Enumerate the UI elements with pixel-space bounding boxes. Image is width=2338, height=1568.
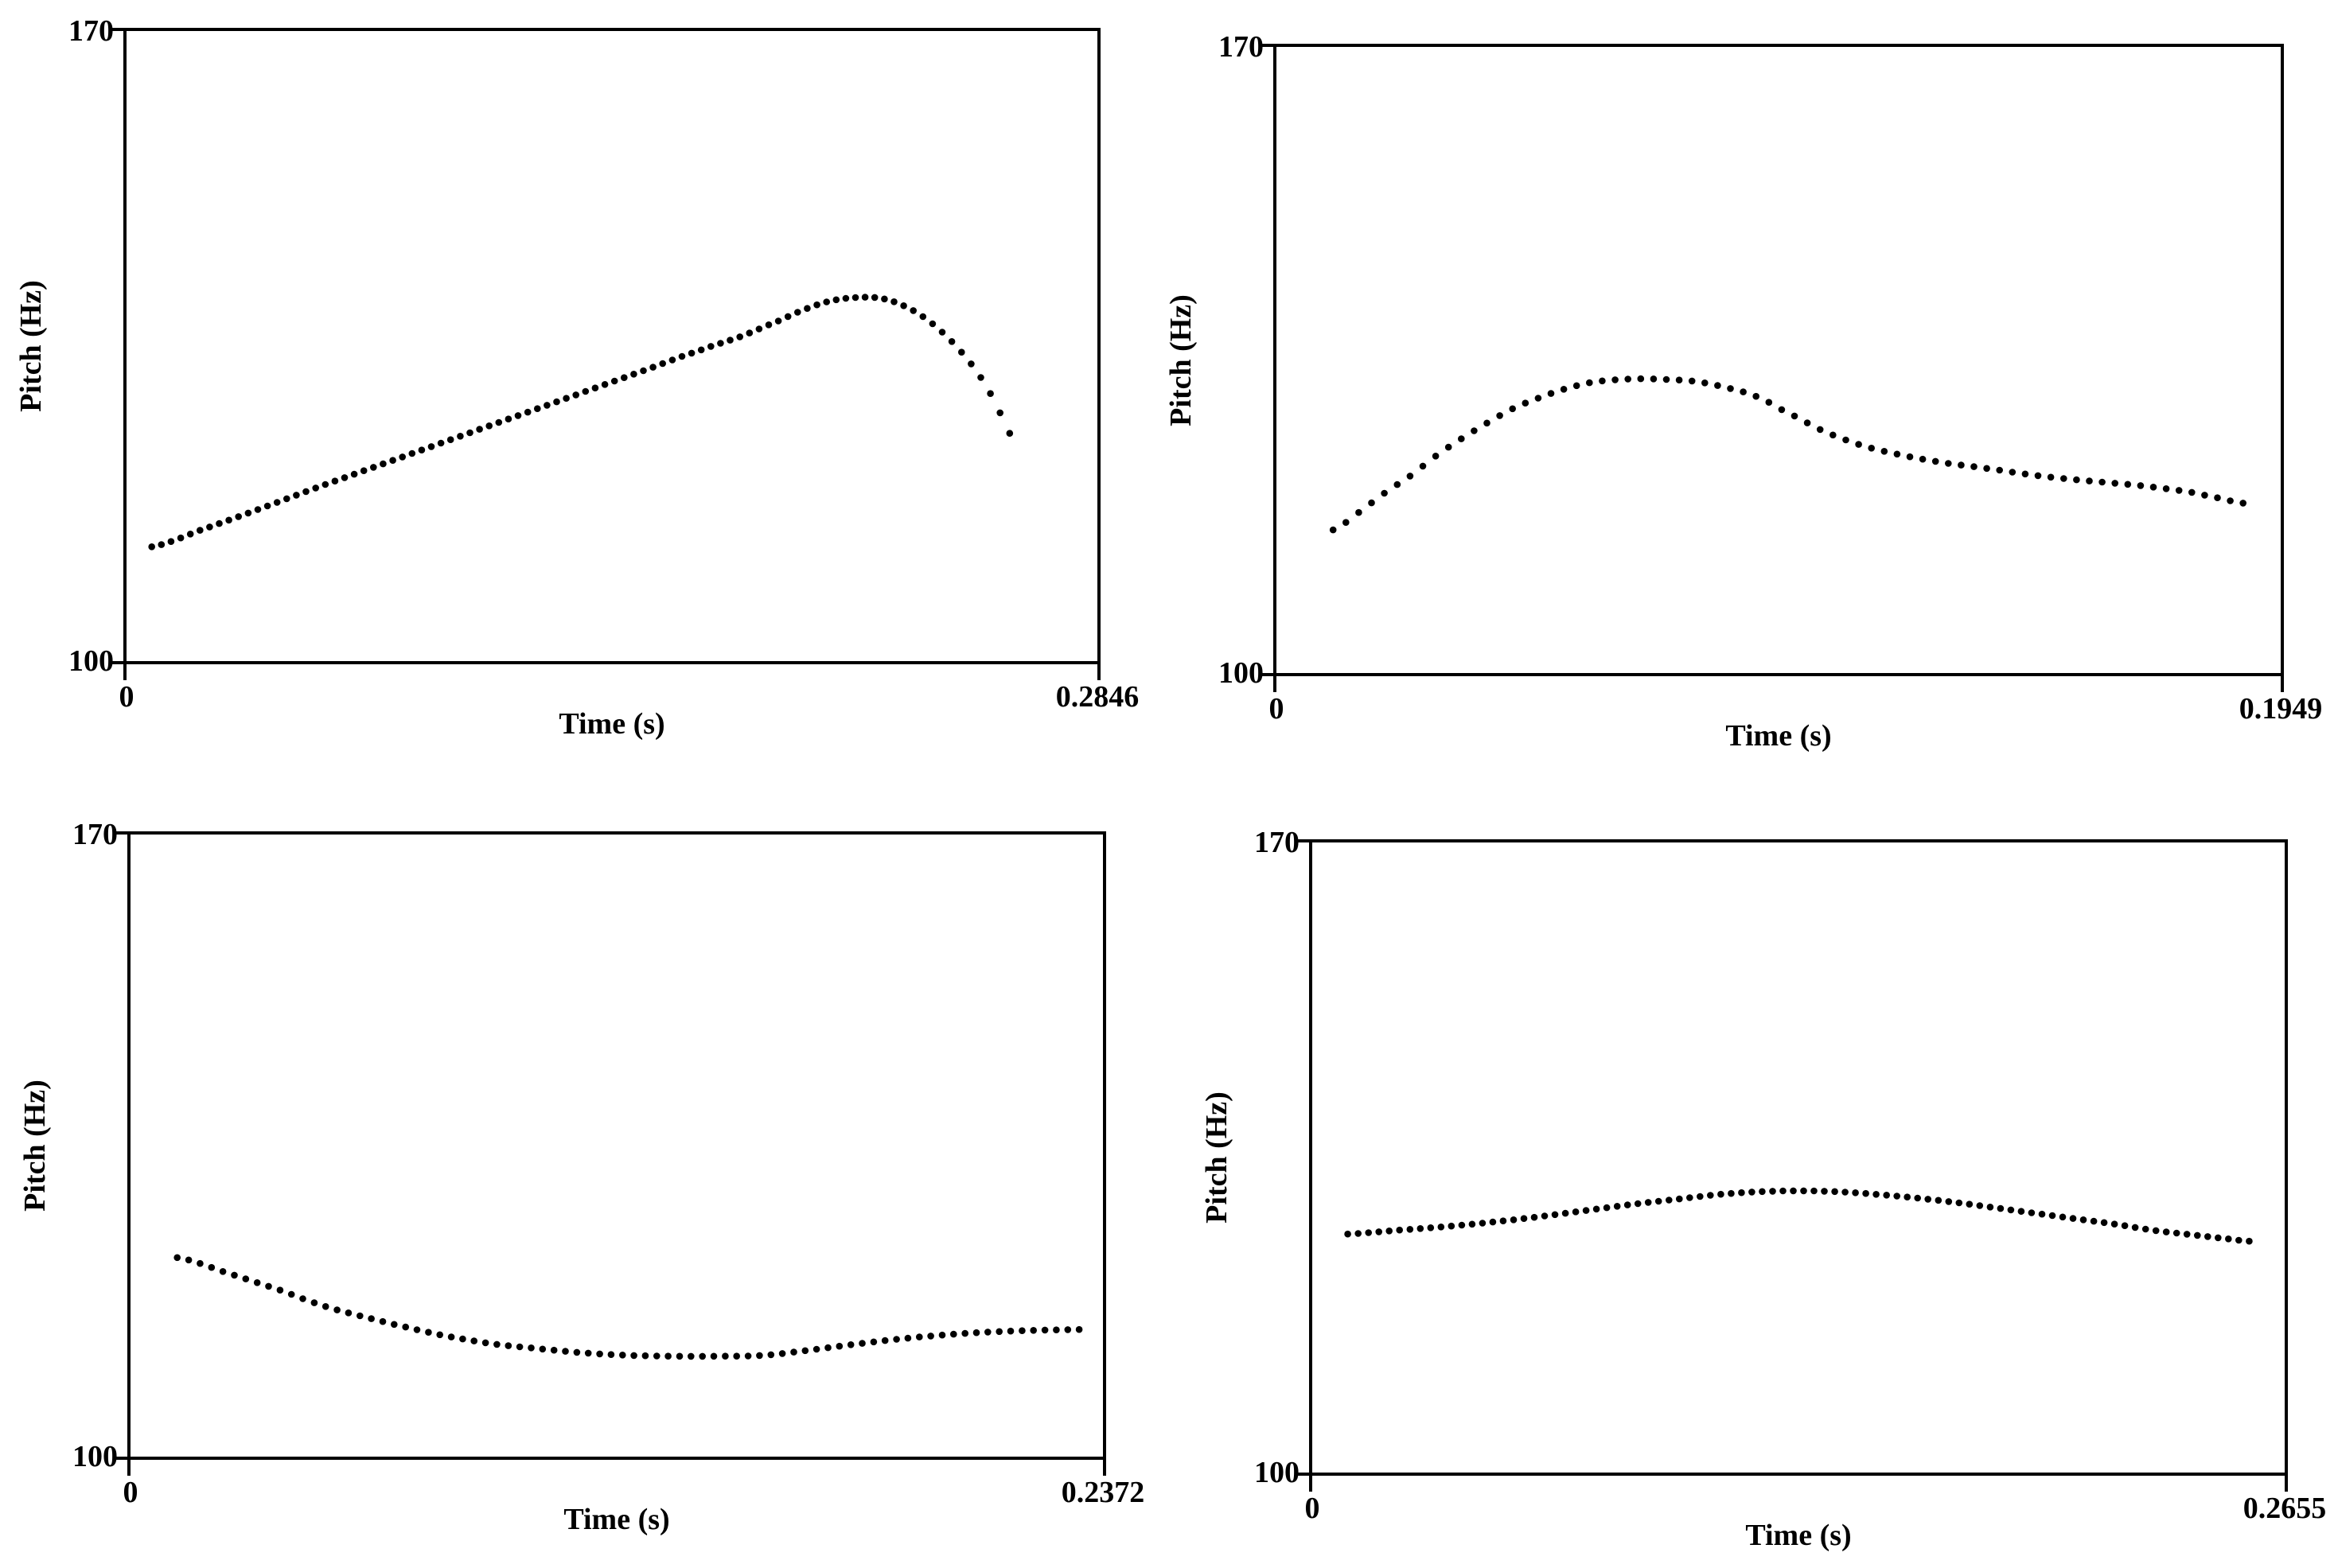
x-axis-max-tick xyxy=(1103,1460,1106,1476)
x-axis-title: Time (s) xyxy=(559,707,665,741)
x-axis-max-tick xyxy=(1097,664,1101,680)
y-axis-max-label: 170 xyxy=(1218,30,1264,64)
x-axis-max-label: 0.2372 xyxy=(1061,1476,1145,1509)
y-axis-max-label: 170 xyxy=(68,14,114,48)
x-axis-min-tick xyxy=(127,1460,131,1476)
y-axis-min-label: 100 xyxy=(72,1440,118,1473)
pitch-contour-dots xyxy=(1344,1187,2253,1245)
y-axis-max-label: 170 xyxy=(72,818,118,851)
pitch-contour-dots xyxy=(1329,375,2246,534)
y-axis-min-label: 100 xyxy=(1218,656,1264,690)
y-axis-title: Pitch (Hz) xyxy=(1164,294,1198,426)
y-axis-max-label: 170 xyxy=(1254,826,1300,859)
x-axis-min-tick xyxy=(1309,1476,1312,1492)
y-axis-max-tick xyxy=(1296,839,1309,842)
x-axis-title: Time (s) xyxy=(1745,1519,1852,1552)
x-axis-min-tick xyxy=(1273,676,1276,692)
y-axis-min-label: 100 xyxy=(1254,1456,1300,1489)
x-axis-min-label: 0 xyxy=(123,1476,138,1509)
x-axis-title: Time (s) xyxy=(563,1503,670,1536)
y-axis-max-tick xyxy=(111,28,123,31)
pitch-plot-top-left: 170 100 0 0.2846 Time (s) Pitch (Hz) xyxy=(14,16,1139,739)
x-axis-max-label: 0.1949 xyxy=(2239,692,2323,726)
y-axis-min-tick xyxy=(111,661,123,664)
y-axis-min-tick xyxy=(115,1457,127,1460)
y-axis-title: Pitch (Hz) xyxy=(18,1080,52,1212)
y-axis-min-tick xyxy=(1296,1473,1309,1476)
y-axis-title: Pitch (Hz) xyxy=(14,280,48,412)
x-axis-max-label: 0.2655 xyxy=(2243,1492,2327,1525)
y-axis-max-tick xyxy=(115,831,127,835)
y-axis-max-tick xyxy=(1261,44,1273,47)
x-axis-min-tick xyxy=(123,664,127,680)
y-axis-min-tick xyxy=(1261,673,1273,676)
x-axis-min-label: 0 xyxy=(119,680,134,714)
x-axis-min-label: 0 xyxy=(1304,1492,1320,1525)
x-axis-max-tick xyxy=(2281,676,2284,692)
y-axis-min-label: 100 xyxy=(68,644,114,678)
pitch-plot-top-right: 170 100 0 0.1949 Time (s) Pitch (Hz) xyxy=(1164,32,2322,751)
x-axis-max-label: 0.2846 xyxy=(1055,680,1140,714)
x-axis-title: Time (s) xyxy=(1725,719,1832,753)
pitch-plot-bottom-left: 170 100 0 0.2372 Time (s) Pitch (Hz) xyxy=(18,819,1144,1535)
pitch-contour-dots xyxy=(148,294,1014,551)
y-axis-title: Pitch (Hz) xyxy=(1200,1091,1233,1224)
pitch-contour-dots xyxy=(173,1254,1083,1360)
x-axis-min-label: 0 xyxy=(1268,692,1284,726)
pitch-plot-bottom-right: 170 100 0 0.2655 Time (s) Pitch (Hz) xyxy=(1200,827,2326,1550)
x-axis-max-tick xyxy=(2285,1476,2288,1492)
